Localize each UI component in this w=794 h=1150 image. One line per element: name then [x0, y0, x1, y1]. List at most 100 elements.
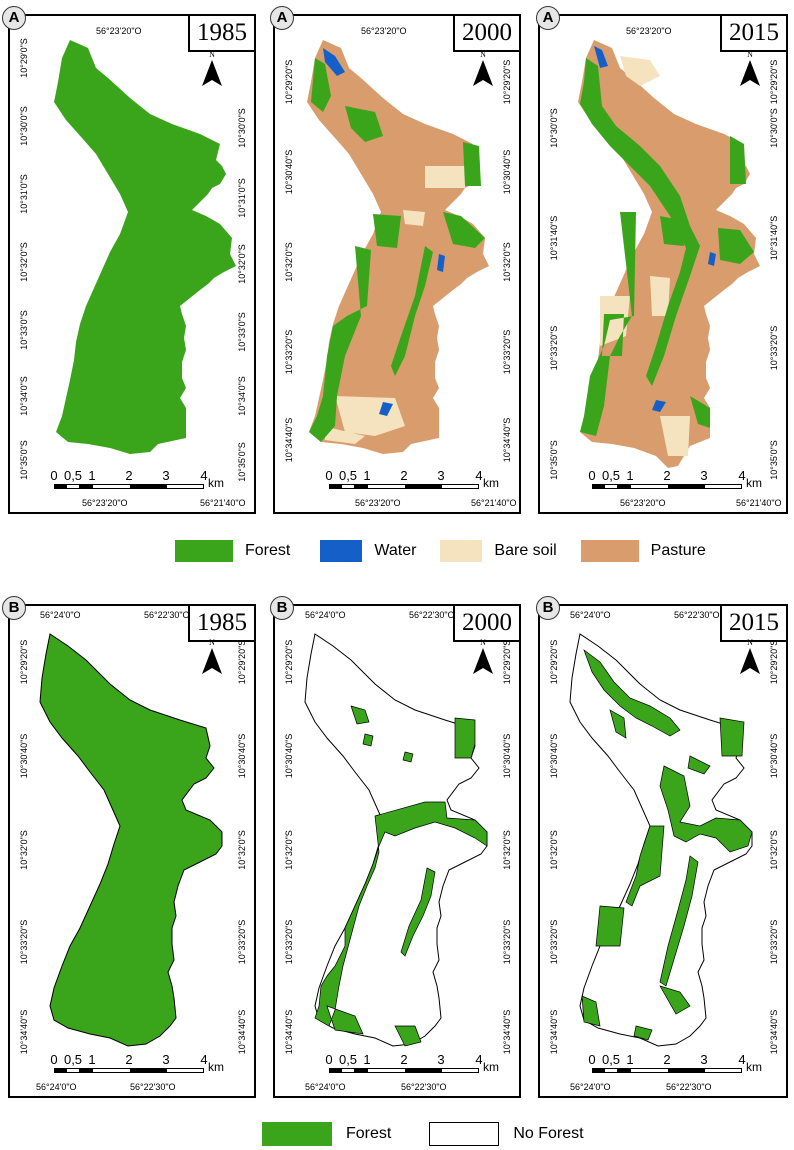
- legend-label: Forest: [245, 542, 291, 559]
- year-label: 1985: [188, 606, 254, 642]
- year-label: 2015: [720, 606, 786, 642]
- year-label: 2000: [453, 606, 519, 642]
- latitude-label: 10°30'0"S: [769, 108, 779, 148]
- map-panel-b-2015: 2015 56°24'0"O 56°22'30"O N 0 0,5 1 2 3 …: [538, 604, 788, 1098]
- scale-label: 1: [88, 468, 96, 483]
- bottom-longitude: 56°21'40"O: [200, 498, 246, 508]
- latitude-label: 10°29'20"S: [502, 639, 512, 685]
- latitude-label: 10°32'0"S: [769, 830, 779, 870]
- scale-label: 0: [588, 468, 596, 483]
- latitude-label: 10°30'40"S: [549, 733, 559, 779]
- latitude-label: 10°30'0"S: [19, 106, 29, 146]
- latitude-label: 10°30'40"S: [237, 733, 247, 779]
- scale-label: 0,5: [338, 1052, 358, 1067]
- latitude-label: 10°30'40"S: [284, 149, 294, 195]
- scale-label: 4: [200, 468, 208, 483]
- top-longitude: 56°23'20"O: [626, 26, 672, 36]
- latitude-label: 10°33'20"S: [502, 329, 512, 375]
- scale-unit: km: [208, 476, 224, 490]
- panel-letter-a: A: [2, 6, 26, 30]
- legend-swatch-forest: [262, 1122, 332, 1146]
- latitude-label: 10°34'40"S: [237, 1009, 247, 1055]
- scale-label: 1: [626, 1052, 634, 1067]
- legend-swatch-bare-soil: [440, 540, 483, 562]
- latitude-label: 10°29'20"S: [769, 59, 779, 105]
- forest-map: [39, 633, 223, 1047]
- latitude-label: 10°32'0"S: [19, 830, 29, 870]
- latitude-label: 10°35'0"S: [237, 442, 247, 482]
- scale-label: 0: [588, 1052, 596, 1067]
- latitude-label: 10°31'0"S: [19, 174, 29, 214]
- scale-label: 1: [363, 1052, 371, 1067]
- legend-label: Pasture: [650, 542, 706, 559]
- latitude-label: 10°32'0"S: [502, 830, 512, 870]
- latitude-label: 10°34'0"S: [237, 376, 247, 416]
- latitude-label: 10°33'20"S: [769, 325, 779, 371]
- legend-land-use: Forest Water Bare soil Pasture: [175, 540, 706, 562]
- latitude-label: 10°32'0"S: [284, 830, 294, 870]
- scale-label: 3: [437, 468, 445, 483]
- scale-label: 2: [663, 1052, 671, 1067]
- latitude-label: 10°33'20"S: [502, 919, 512, 965]
- scale-label: 3: [162, 468, 170, 483]
- scale-bar: 0 0,5 1 2 3 4 km: [325, 1052, 499, 1078]
- panel-letter-b: B: [270, 596, 294, 620]
- north-arrow-icon: N: [738, 50, 762, 88]
- north-label: N: [209, 50, 215, 59]
- latitude-label: 10°31'40"S: [549, 215, 559, 261]
- panel-letter-a: A: [270, 6, 294, 30]
- year-label: 2000: [453, 16, 519, 52]
- scale-label: 3: [700, 1052, 708, 1067]
- north-arrow-icon: N: [738, 638, 762, 676]
- scale-bar: 0 0,5 1 2 3 4 km: [325, 468, 499, 494]
- year-label: 1985: [188, 16, 254, 52]
- latitude-label: 10°32'0"S: [237, 830, 247, 870]
- map-panel-b-1985: 1985 56°24'0"O 56°22'30"O N 0 0,5 1 2 3 …: [8, 604, 256, 1098]
- legend-forest-cover: Forest No Forest: [262, 1122, 584, 1146]
- bottom-longitude: 56°23'20"O: [82, 498, 128, 508]
- map-panel-a-1985: 1985 56°23'20"O N 0 0,5 1 2 3 4 km 56°23…: [8, 14, 256, 514]
- top-longitude: 56°22'30"O: [144, 610, 190, 620]
- legend-label: Forest: [346, 1125, 392, 1142]
- scale-label: 1: [88, 1052, 96, 1067]
- land-use-map: [578, 40, 760, 468]
- scale-label: 0,5: [63, 468, 83, 483]
- scale-label: 4: [200, 1052, 208, 1067]
- legend-swatch-pasture: [580, 540, 639, 562]
- north-label: N: [209, 638, 215, 647]
- latitude-label: 10°34'40"S: [284, 1009, 294, 1055]
- top-longitude: 56°24'0"O: [40, 610, 81, 620]
- bottom-longitude: 56°24'0"O: [570, 1082, 611, 1092]
- scale-label: 2: [400, 468, 408, 483]
- bottom-longitude: 56°23'20"O: [355, 498, 401, 508]
- latitude-label: 10°29'20"S: [502, 59, 512, 105]
- latitude-label: 10°35'0"S: [549, 440, 559, 480]
- top-longitude: 56°23'20"O: [361, 26, 407, 36]
- latitude-label: 10°32'0"S: [549, 830, 559, 870]
- scale-bar: 0 0,5 1 2 3 4 km: [588, 1052, 762, 1078]
- latitude-label: 10°29'20"S: [284, 639, 294, 685]
- panel-letter-b: B: [2, 596, 26, 620]
- latitude-label: 10°29'20"S: [284, 59, 294, 105]
- scale-label: 2: [400, 1052, 408, 1067]
- bottom-longitude: 56°21'40"O: [471, 498, 517, 508]
- panel-letter-b: B: [536, 596, 560, 620]
- north-arrow-icon: N: [471, 50, 495, 88]
- scale-bar: 0 0,5 1 2 3 4 km: [50, 468, 224, 494]
- latitude-label: 10°34'40"S: [502, 1009, 512, 1055]
- north-arrow-icon: N: [200, 50, 224, 88]
- scale-label: 0: [325, 468, 333, 483]
- legend-swatch-no-forest: [429, 1122, 500, 1146]
- latitude-label: 10°33'20"S: [549, 919, 559, 965]
- latitude-label: 10°33'20"S: [284, 329, 294, 375]
- year-label: 2015: [720, 16, 786, 52]
- top-longitude: 56°22'30"O: [409, 610, 455, 620]
- bottom-longitude: 56°21'40"O: [736, 498, 782, 508]
- latitude-label: 10°29'20"S: [549, 639, 559, 685]
- latitude-label: 10°35'0"S: [19, 440, 29, 480]
- scale-label: 4: [475, 468, 483, 483]
- latitude-label: 10°30'40"S: [769, 733, 779, 779]
- latitude-label: 10°33'0"S: [237, 312, 247, 352]
- latitude-label: 10°33'20"S: [237, 919, 247, 965]
- scale-unit: km: [483, 476, 499, 490]
